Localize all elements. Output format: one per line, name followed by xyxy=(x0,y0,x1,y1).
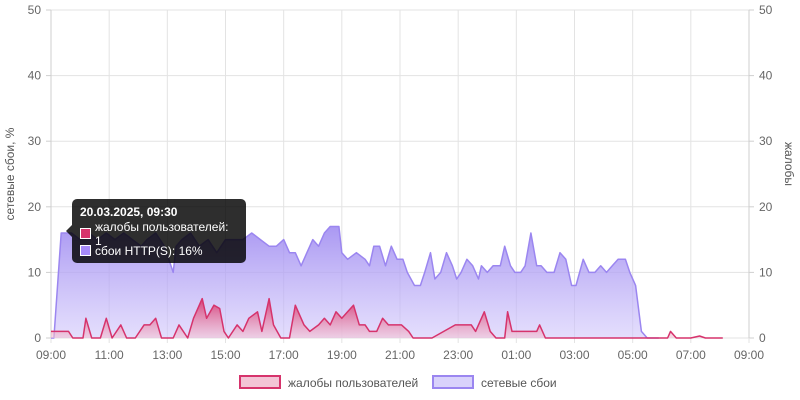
y-tick-label-left: 50 xyxy=(28,3,42,17)
y-tick-label-right: 40 xyxy=(759,69,773,83)
tooltip-swatch-complaints xyxy=(80,228,91,239)
y-tick-label-left: 0 xyxy=(34,331,41,345)
tooltip-text-complaints: жалобы пользователей: 1 xyxy=(94,219,229,248)
x-tick-label: 19:00 xyxy=(327,348,357,362)
tooltip-row-complaints: жалобы пользователей: 1 xyxy=(80,220,238,248)
legend-label-complaints[interactable]: жалобы пользователей xyxy=(288,376,418,390)
x-tick-label: 15:00 xyxy=(210,348,240,362)
chart-tooltip: 20.03.2025, 09:30 жалобы пользователей: … xyxy=(66,199,246,263)
y-tick-label-left: 20 xyxy=(28,200,42,214)
x-tick-label: 09:00 xyxy=(36,348,66,362)
x-tick-label: 05:00 xyxy=(618,348,648,362)
tooltip-swatch-failures xyxy=(80,245,91,256)
y-tick-label-right: 20 xyxy=(759,200,773,214)
y-tick-label-right: 50 xyxy=(759,3,773,17)
y-tick-label-left: 10 xyxy=(28,265,42,279)
y-tick-label-left: 40 xyxy=(28,69,42,83)
x-tick-label: 13:00 xyxy=(152,348,182,362)
y-axis-title-right: жалобы xyxy=(782,142,796,186)
y-tick-label-left: 30 xyxy=(28,134,42,148)
x-tick-label: 21:00 xyxy=(385,348,415,362)
y-axis-title-left: сетевые сбои, % xyxy=(3,127,17,220)
tooltip-text-failures: сбои HTTP(S): 16% xyxy=(95,243,203,258)
x-tick-label: 11:00 xyxy=(95,348,124,362)
x-tick-label: 07:00 xyxy=(676,348,706,362)
legend-swatch-complaints[interactable] xyxy=(239,375,281,389)
x-tick-label: 23:00 xyxy=(443,348,473,362)
y-tick-label-right: 30 xyxy=(759,134,773,148)
y-tick-label-right: 0 xyxy=(759,331,766,345)
series-line-network-failures xyxy=(51,225,659,339)
x-tick-label: 09:00 xyxy=(734,348,764,362)
y-tick-label-right: 10 xyxy=(759,265,773,279)
tooltip-title: 20.03.2025, 09:30 xyxy=(80,205,178,219)
x-tick-label: 01:00 xyxy=(501,348,531,362)
x-tick-label: 03:00 xyxy=(559,348,589,362)
tooltip-row-failures: сбои HTTP(S): 16% xyxy=(80,242,238,259)
x-tick-label: 17:00 xyxy=(269,348,299,362)
legend-swatch-network-failures[interactable] xyxy=(432,375,474,389)
legend-label-network-failures[interactable]: сетевые сбои xyxy=(481,376,557,390)
series-line-complaints xyxy=(51,297,723,339)
